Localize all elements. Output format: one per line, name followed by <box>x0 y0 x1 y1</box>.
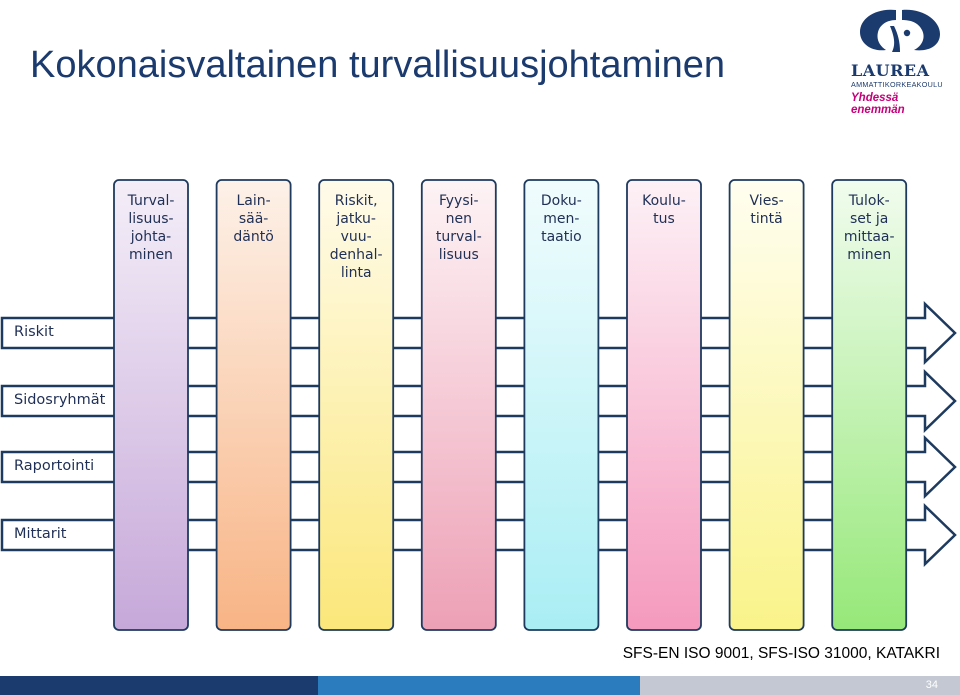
column-label: Vies-tintä <box>749 193 784 227</box>
column-bar <box>420 179 497 631</box>
column-bar <box>831 179 908 631</box>
logo-name: LAUREA <box>851 61 930 80</box>
laurea-logo-icon <box>860 9 940 52</box>
column-bar <box>318 179 395 631</box>
row-label: Raportointi <box>14 458 95 474</box>
column-label: Tulok-set ja mittaa-minen <box>843 193 895 263</box>
logo-subtitle: AMMATTIKORKEAKOULU <box>851 80 943 89</box>
logo-slogan: Yhdessä enemmän <box>851 92 905 116</box>
column-label: Doku-men-taatio <box>540 193 582 245</box>
column-label: Koulu-tus <box>642 193 686 227</box>
bottom-color-bar <box>0 676 960 695</box>
column-bar <box>113 179 189 631</box>
column-label: Turval-lisuus-johta-minen <box>127 193 175 263</box>
slide-title: Kokonaisvaltainen turvallisuusjohtaminen <box>30 44 725 86</box>
column-bar <box>626 179 702 631</box>
column-label: Fyysi-nen turval-lisuus <box>435 193 482 263</box>
page-number: 34 <box>925 679 938 691</box>
column-bar <box>728 179 805 631</box>
column-bar <box>215 179 292 631</box>
column-label: Lain-sää-däntö <box>233 193 274 245</box>
matrix-diagram <box>0 179 957 631</box>
standards-reference: SFS-EN ISO 9001, SFS-ISO 31000, KATAKRI <box>622 645 940 662</box>
row-label: Riskit <box>14 324 54 340</box>
row-label: Mittarit <box>14 526 67 542</box>
column-bar <box>523 179 600 631</box>
row-label: Sidosryhmät <box>14 392 106 408</box>
column-label: Riskit, jatku-vuu-denhal-linta <box>329 193 383 281</box>
